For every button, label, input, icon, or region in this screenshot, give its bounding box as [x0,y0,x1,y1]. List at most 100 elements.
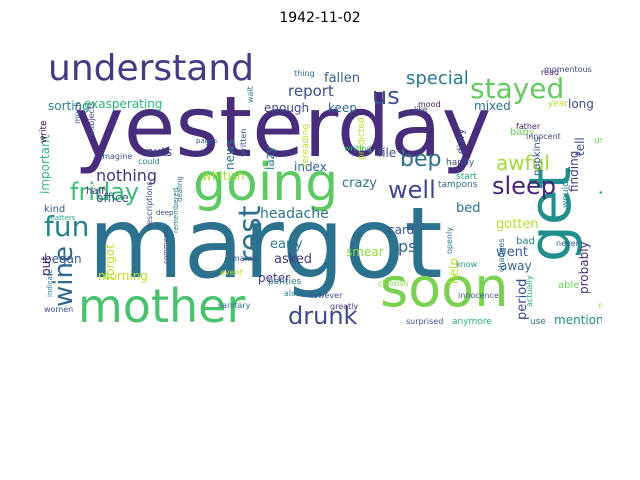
word-childish: childish [378,279,408,288]
word-write: write [39,120,49,143]
word-awful: awful [496,151,550,175]
word-wait: wait [246,86,255,103]
word-written: written [239,129,248,157]
word-deep: deep [156,209,174,217]
word-like: like [414,105,428,114]
word-could: could [138,157,160,166]
word-predicted: predicted [357,117,367,160]
word-writing: writing [344,144,372,153]
word-anymore: anymore [452,317,492,327]
word-fun: fun [44,210,89,243]
word-gotten: gotten [496,217,539,232]
word-whitish: whitish [202,169,245,183]
word-subjects: subjects [87,102,96,135]
word-half: half [86,186,105,197]
word-enough: enough [264,101,309,115]
word-early: early [270,237,303,252]
word-understand: understand [48,48,254,89]
word-special: special [406,68,469,89]
word-began: began [44,252,82,266]
word-us: us [372,82,400,110]
word-however: however [308,291,343,300]
word-mention: mention [554,313,602,327]
word-put: put [39,256,53,276]
word-dealing: dealing [176,176,184,202]
word-bed: bed [456,201,481,216]
word-file: file [378,146,396,160]
word-indicate: indicate [46,269,54,297]
word-baby: baby [510,127,535,138]
word-important: important [38,134,52,194]
word-innocent: innocent [526,132,561,141]
word-office: office [96,191,129,205]
word-pages: pages [196,137,217,145]
word-going: going [193,153,338,213]
word-keep: keep [328,101,357,115]
word-exasperating: exasperating [84,97,162,111]
word-sanitary: sanitary [218,301,251,310]
word-forgot: forgot [103,244,117,280]
word-read: read [541,68,559,77]
word-used: used [594,136,602,146]
word-nuts: nuts [146,145,172,159]
word-finding: finding [567,151,581,192]
word-index: index [294,160,327,174]
word-matters: matters [48,214,76,222]
word-hardly: hardly [446,158,475,168]
word-probably: probably [577,241,591,294]
word-father: father [516,122,541,131]
word-women: women [44,305,73,314]
word-rereading: rereading [301,124,311,167]
word-descriptions: descriptions [145,181,154,230]
word-nothing: nothing [96,166,157,185]
word-period: period [515,279,530,320]
word-also: also [284,289,300,298]
word-thing: thing [294,69,315,78]
word-openly: openly [445,227,454,254]
word-peter: peter [258,271,290,285]
word-away: away [500,259,532,273]
word-momentous: momentous [544,65,592,74]
word-lazy: lazy [263,146,277,170]
word-smear: smear [346,245,384,259]
word-imagine: imagine [100,152,132,161]
word-long: long [568,97,594,111]
word-sleep: sleep [492,172,556,200]
word-drunk: drunk [288,302,358,330]
word-report: report [288,82,334,100]
word-kind: kind [44,204,65,215]
figure-title: 1942-11-02 [279,10,361,26]
word-panties: panties [268,277,301,287]
word-never: never [556,239,580,248]
word-went: went [496,245,528,260]
word-well: well [388,176,436,204]
word-year: year [548,99,568,109]
word-surprised: surprised [406,317,443,326]
word-much: much [73,102,82,124]
word-news: news [223,139,237,170]
word-mama: mama [232,254,257,263]
word-use: use [530,317,546,327]
word-stayed: stayed [470,72,564,105]
word-diary: diary [456,129,467,154]
word-tampons: tampons [438,180,478,190]
word-remembered: remembered [172,188,180,233]
word-sorting: sorting [48,99,90,113]
word-headache: headache [260,206,329,222]
word-able: able [558,280,579,291]
word-fallen: fallen [324,71,360,86]
word-wine: wine [49,246,79,307]
word-nicer: nicer [598,301,602,310]
word-rest: rest [233,205,268,263]
word-tell: tell [573,137,587,156]
word-greatly: greatly [330,302,358,311]
word-comments: comments [162,227,170,264]
word-changes: changes [497,238,506,272]
word-bep: bep [400,147,441,172]
word-yesterday: yesterday [74,78,491,176]
word-soon: soon [380,256,508,319]
word-know: know [456,260,478,269]
word-crazy: crazy [342,176,377,191]
word-help: help [447,258,461,284]
